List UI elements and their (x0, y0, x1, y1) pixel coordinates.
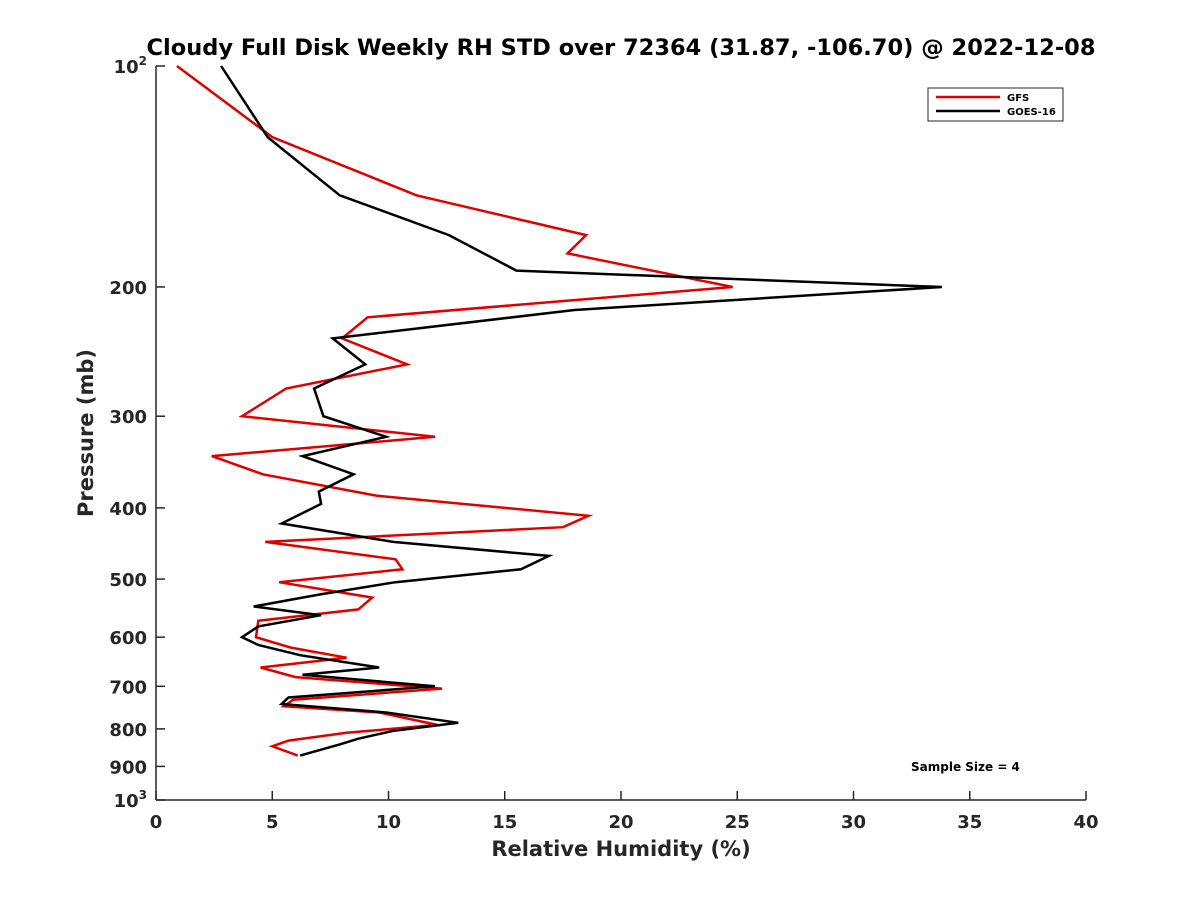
y-tick-label: 103 (114, 788, 147, 812)
y-tick-base: 800 (109, 720, 147, 741)
y-tick-label: 400 (109, 499, 147, 520)
x-tick-label: 25 (725, 812, 750, 833)
x-tick-label: 15 (492, 812, 517, 833)
y-tick-label: 300 (109, 407, 147, 428)
x-tick-label: 10 (376, 812, 401, 833)
y-axis-label: Pressure (mb) (74, 349, 98, 517)
legend-label-gfs: GFS (1007, 93, 1029, 104)
y-tick-base: 600 (109, 628, 147, 649)
series-line-gfs (176, 64, 733, 757)
y-tick-label: 600 (109, 628, 147, 649)
series-line-goes-16 (220, 65, 942, 757)
y-tick-base: 900 (109, 757, 147, 778)
x-ticks: 0 5 10 15 20 25 30 35 40 (150, 791, 1099, 833)
y-tick-base: 500 (109, 570, 147, 591)
y-tick-base: 200 (109, 278, 147, 299)
x-tick-label: 20 (608, 812, 633, 833)
y-tick-base: 700 (109, 677, 147, 698)
x-tick-label: 30 (841, 812, 866, 833)
x-tick-label: 5 (266, 812, 279, 833)
y-tick-label: 200 (109, 278, 147, 299)
legend-label-goes-16: GOES-16 (1007, 107, 1056, 118)
y-tick-base: 400 (109, 499, 147, 520)
y-tick-base: 300 (109, 407, 147, 428)
y-tick-label: 900 (109, 757, 147, 778)
y-tick-label: 102 (114, 54, 147, 78)
x-tick-label: 0 (150, 812, 163, 833)
y-tick-base: 10 (114, 791, 139, 812)
y-tick-exponent: 3 (139, 788, 147, 802)
y-tick-label: 800 (109, 720, 147, 741)
x-axis-label: Relative Humidity (%) (491, 837, 750, 861)
x-tick-label: 40 (1073, 812, 1098, 833)
x-tick-label: 35 (957, 812, 982, 833)
legend: GFS GOES-16 (927, 87, 1064, 122)
y-tick-base: 10 (114, 57, 139, 78)
legend-box (927, 87, 1064, 122)
sample-size-annotation: Sample Size = 4 (911, 760, 1020, 774)
y-tick-exponent: 2 (139, 54, 147, 68)
chart-title: Cloudy Full Disk Weekly RH STD over 7236… (147, 35, 1096, 61)
y-tick-label: 500 (109, 570, 147, 591)
plot-area: 0 5 10 15 20 25 30 35 40 10220030040050060070080… (109, 54, 1098, 833)
series-lines (176, 64, 942, 757)
y-tick-label: 700 (109, 677, 147, 698)
